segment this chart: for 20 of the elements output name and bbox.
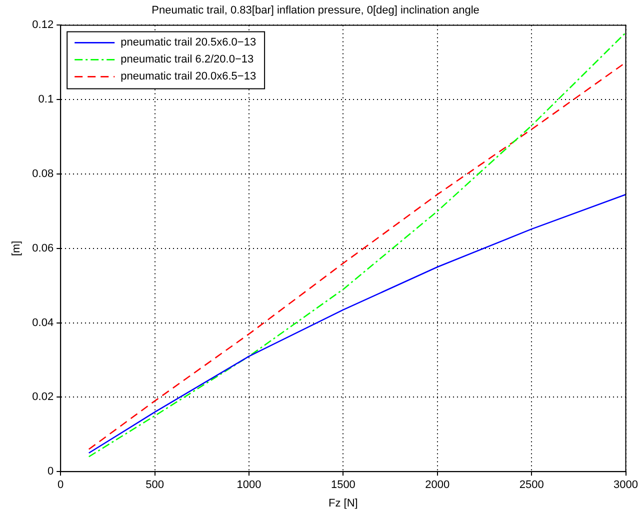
y-tick-label: 0.12	[32, 19, 54, 32]
y-tick-label: 0.1	[38, 94, 54, 106]
y-tick-label: 0.02	[32, 391, 54, 404]
x-tick-label: 1000	[236, 479, 262, 492]
y-axis-title: [m]	[10, 240, 23, 256]
y-tick-label: 0	[47, 466, 54, 478]
x-tick-label: 500	[146, 479, 164, 492]
x-tick-label: 0	[58, 479, 64, 492]
chart-title: Pneumatic trail, 0.83[bar] inflation pressure, 0[deg] inclination angle	[152, 4, 480, 17]
legend-label: pneumatic trail 20.0x6.5−13	[120, 70, 256, 83]
legend-label: pneumatic trail 6.2/20.0−13	[120, 54, 254, 66]
y-tick-label: 0.04	[32, 316, 54, 329]
x-tick-label: 2500	[519, 479, 544, 492]
y-tick-label: 0.08	[32, 168, 54, 180]
legend-label: pneumatic trail 20.5x6.0−13	[120, 36, 256, 49]
x-tick-label: 3000	[614, 479, 638, 492]
x-tick-label: 1500	[330, 479, 356, 492]
x-axis-title: Fz [N]	[328, 497, 358, 510]
y-tick-label: 0.06	[32, 242, 54, 254]
x-tick-label: 2000	[425, 479, 450, 492]
